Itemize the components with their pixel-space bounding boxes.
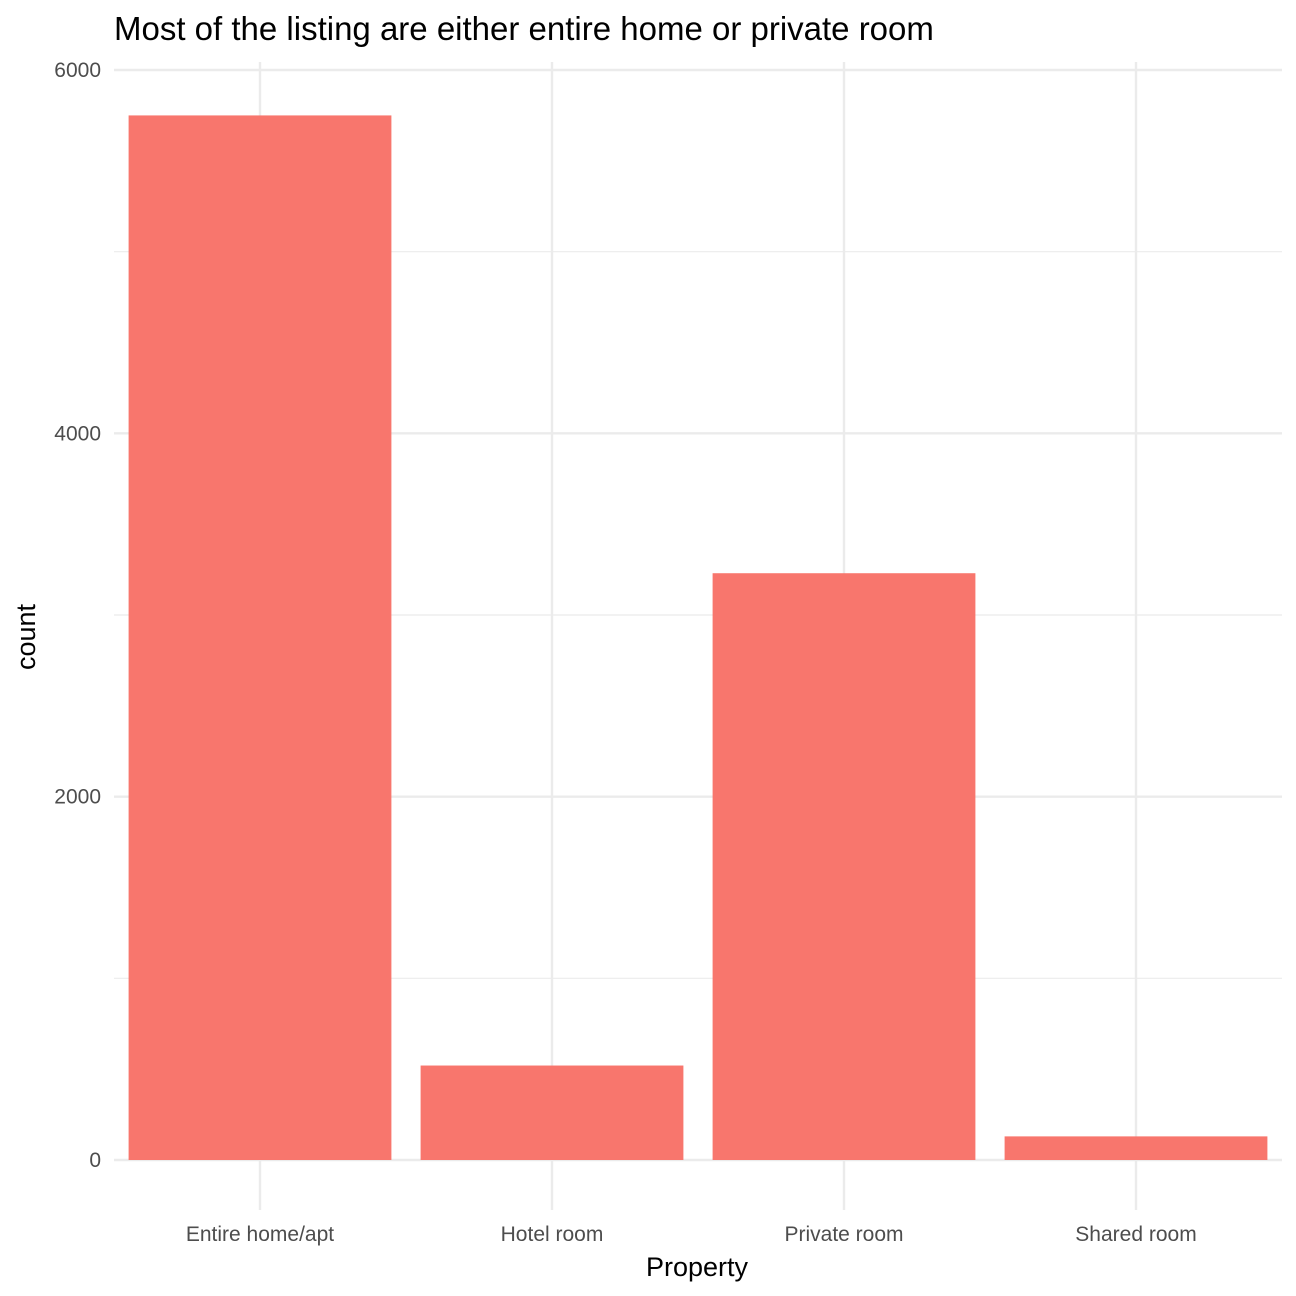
y-tick-label: 0 — [89, 1149, 101, 1172]
y-tick-label: 4000 — [54, 422, 101, 445]
y-tick-label: 2000 — [54, 786, 101, 809]
x-tick-label: Private room — [784, 1223, 903, 1246]
chart-title: Most of the listing are either entire ho… — [114, 10, 934, 47]
x-tick-label: Entire home/apt — [186, 1223, 334, 1246]
bars — [128, 115, 1268, 1161]
y-axis-ticks: 0 2000 4000 6000 — [54, 59, 101, 1172]
x-tick-label: Shared room — [1075, 1223, 1196, 1246]
x-axis-ticks: Entire home/apt Hotel room Private room Sha… — [186, 1223, 1197, 1246]
x-tick-label: Hotel room — [501, 1223, 604, 1246]
bar-shared-room — [1004, 1136, 1268, 1160]
bar-hotel-room — [420, 1065, 684, 1160]
y-tick-label: 6000 — [54, 59, 101, 82]
x-axis-title: Property — [646, 1252, 749, 1282]
bar-entire-home-apt — [128, 115, 392, 1161]
y-axis-title: count — [11, 603, 41, 670]
bar-private-room — [712, 573, 976, 1160]
